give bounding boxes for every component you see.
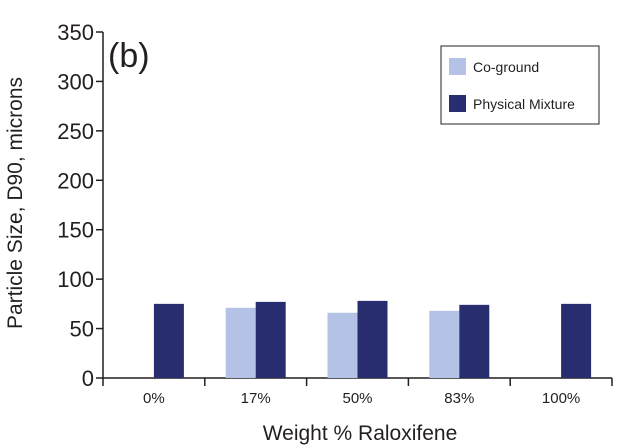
bar-co-ground <box>327 312 358 378</box>
legend-swatch-co-ground <box>449 58 466 75</box>
bar-co-ground <box>429 310 460 378</box>
legend-label-co-ground: Co-ground <box>473 59 539 75</box>
y-axis-title: Particle Size, D90, microns <box>4 77 27 329</box>
bar-co-ground <box>225 307 256 378</box>
legend-label-physical-mixture: Physical Mixture <box>473 96 575 112</box>
bar-physical-mixture <box>561 303 592 378</box>
y-tick-label: 300 <box>57 69 94 94</box>
y-tick-label: 100 <box>57 267 94 292</box>
x-tick-label: 100% <box>542 390 580 407</box>
x-axis-title: Weight % Raloxifene <box>263 422 458 445</box>
y-tick-label: 350 <box>57 20 94 45</box>
bar-physical-mixture <box>255 301 286 378</box>
x-tick-label: 50% <box>342 390 372 407</box>
y-axis: 0 50 100 150 200 250 300 350 <box>57 20 104 391</box>
y-tick-label: 50 <box>70 317 94 342</box>
y-tick-label: 250 <box>57 119 94 144</box>
bars <box>153 300 592 378</box>
panel-label: (b) <box>108 37 150 75</box>
x-axis: 0% 17% 50% 83% 100% <box>102 377 613 407</box>
legend-swatch-physical-mixture <box>449 95 466 112</box>
y-tick-label: 200 <box>57 168 94 193</box>
bar-physical-mixture <box>153 303 184 378</box>
bar-physical-mixture <box>357 300 388 378</box>
bar-physical-mixture <box>459 304 490 378</box>
x-tick-label: 0% <box>143 390 165 407</box>
x-tick-label: 17% <box>241 390 271 407</box>
legend: Co-ground Physical Mixture <box>440 45 600 125</box>
x-tick-label: 83% <box>444 390 474 407</box>
y-tick-label: 150 <box>57 218 94 243</box>
y-tick-label: 0 <box>82 366 94 391</box>
legend-box <box>440 45 600 125</box>
